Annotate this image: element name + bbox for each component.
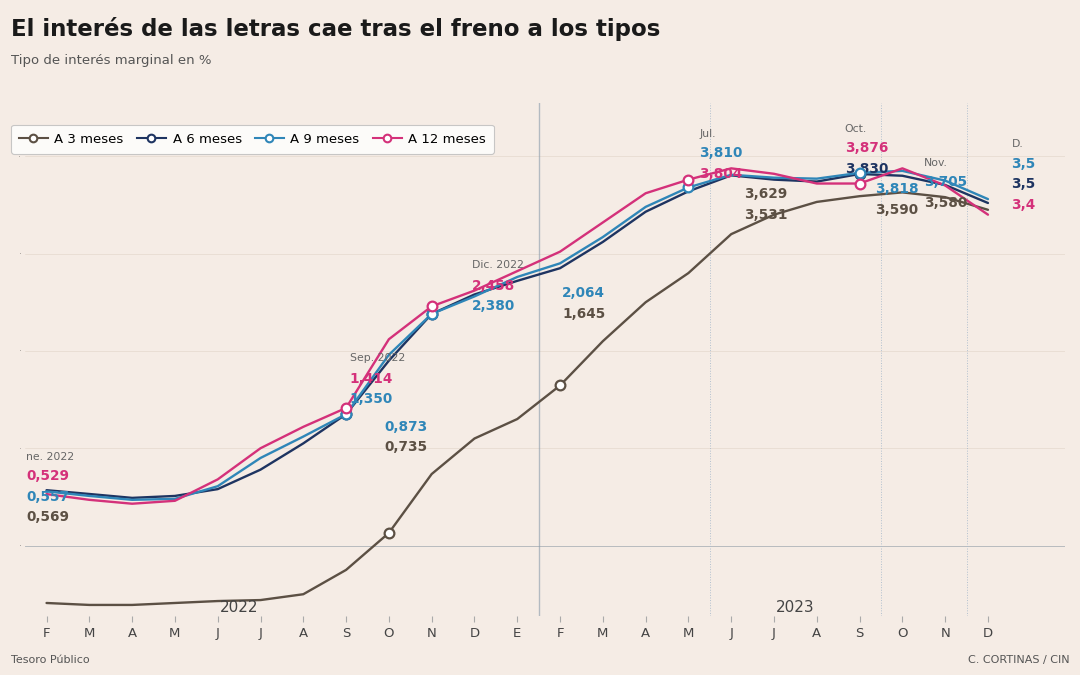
Text: 2022: 2022 [220,600,258,615]
Legend: A 3 meses, A 6 meses, A 9 meses, A 12 meses: A 3 meses, A 6 meses, A 9 meses, A 12 me… [11,125,495,154]
Text: 0,873: 0,873 [384,420,428,434]
Text: 1,645: 1,645 [563,307,606,321]
Text: 3,5: 3,5 [1012,157,1036,171]
Text: 3,5: 3,5 [1012,178,1036,192]
Text: 0,569: 0,569 [26,510,69,524]
Text: 3,818: 3,818 [875,182,918,196]
Text: Sep. 2022: Sep. 2022 [350,352,405,362]
Text: Tesoro Público: Tesoro Público [11,655,90,665]
Text: 3,830: 3,830 [845,162,888,176]
Text: 3,810: 3,810 [699,146,742,160]
Text: 0,735: 0,735 [384,440,428,454]
Text: 3,580: 3,580 [923,196,967,210]
Text: Tipo de interés marginal en %: Tipo de interés marginal en % [11,54,212,67]
Text: 1,414: 1,414 [350,372,393,386]
Text: 0,557: 0,557 [26,490,69,504]
Text: Jul.: Jul. [699,129,716,139]
Text: Nov.: Nov. [923,158,947,168]
Text: Oct.: Oct. [845,124,867,134]
Text: 2023: 2023 [777,600,814,615]
Text: 2,458: 2,458 [472,279,515,292]
Text: El interés de las letras cae tras el freno a los tipos: El interés de las letras cae tras el fre… [11,17,660,41]
Text: 3,4: 3,4 [1012,198,1036,212]
Text: C. CORTINAS / CIN: C. CORTINAS / CIN [968,655,1069,665]
Text: 3,705: 3,705 [923,176,967,190]
Text: 3,876: 3,876 [845,141,888,155]
Text: D.: D. [1012,138,1023,148]
Text: 3,531: 3,531 [744,208,787,221]
Text: 2,064: 2,064 [563,286,605,300]
Text: 1,350: 1,350 [350,392,393,406]
Text: 3,590: 3,590 [875,202,918,217]
Text: 0,529: 0,529 [26,469,69,483]
Text: 2,380: 2,380 [472,299,515,313]
Text: Dic. 2022: Dic. 2022 [472,260,524,270]
Text: 3,804: 3,804 [699,167,742,181]
Text: ne. 2022: ne. 2022 [26,452,75,462]
Text: 3,629: 3,629 [744,187,787,201]
